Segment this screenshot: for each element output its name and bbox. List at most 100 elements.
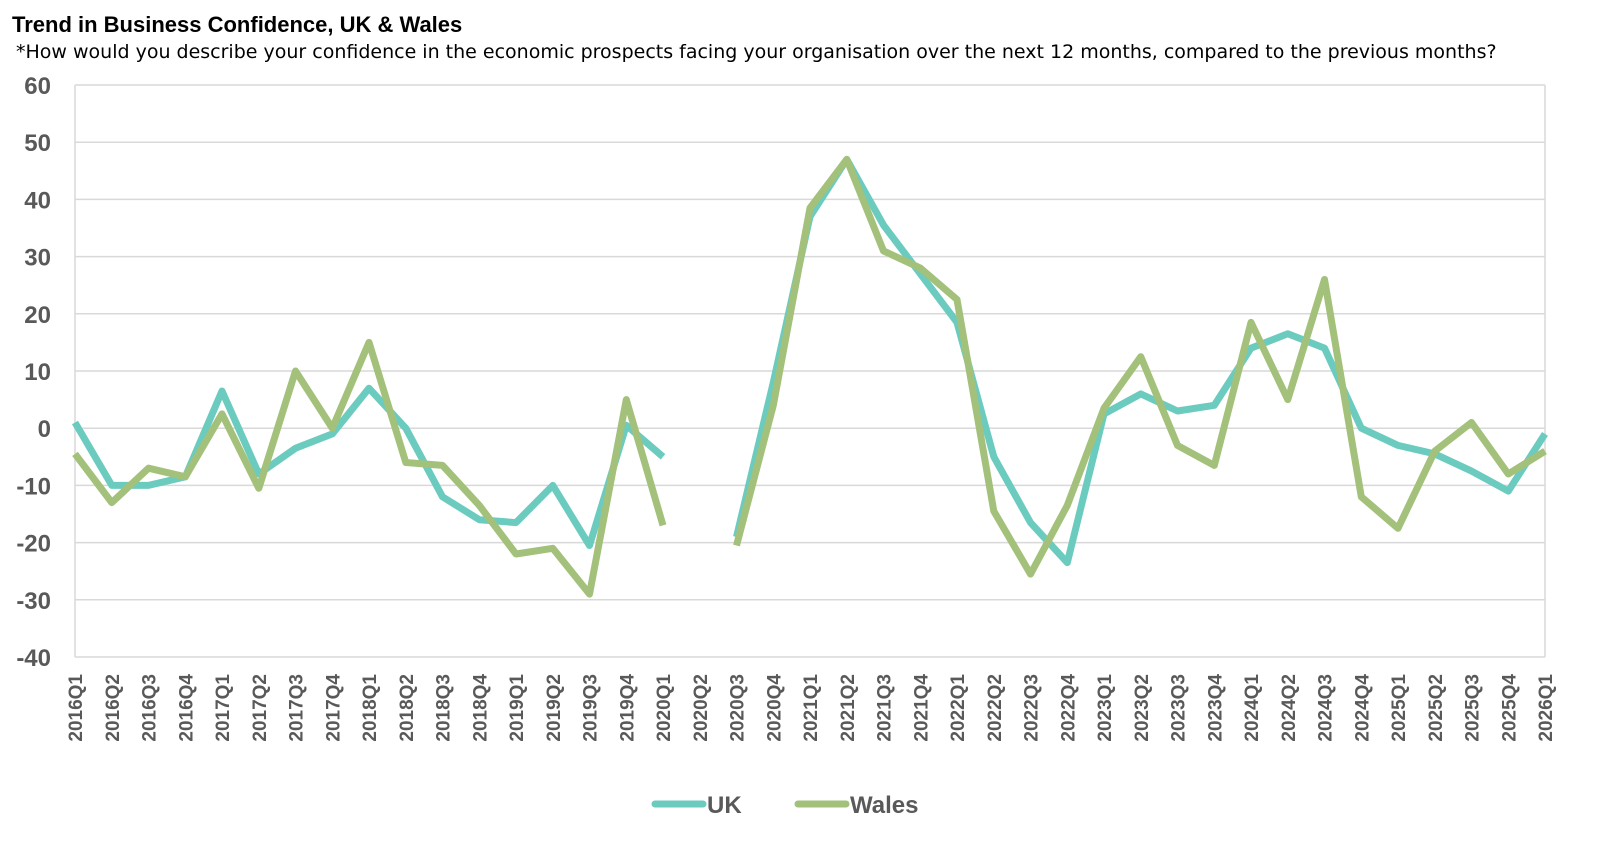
x-tick-label: 2023Q2 [1132, 674, 1153, 742]
legend-label-uk: UK [707, 792, 742, 819]
x-tick-label: 2024Q1 [1242, 674, 1263, 742]
data-point-uk [660, 454, 666, 460]
data-point-uk [403, 425, 409, 431]
y-tick-label: -10 [16, 473, 51, 500]
x-tick-label: 2023Q1 [1095, 674, 1116, 742]
data-point-uk [991, 454, 997, 460]
data-point-wales [366, 339, 372, 345]
x-tick-label: 2020Q2 [691, 674, 712, 742]
data-point-wales [1211, 462, 1217, 468]
data-point-uk [329, 431, 335, 437]
data-point-wales [72, 451, 78, 457]
x-tick-label: 2017Q3 [287, 674, 308, 742]
y-tick-label: 0 [38, 416, 51, 443]
x-tick-label: 2025Q1 [1389, 674, 1410, 742]
data-point-uk [1211, 402, 1217, 408]
data-point-wales [917, 265, 923, 271]
data-point-wales [182, 474, 188, 480]
x-tick-label: 2021Q2 [838, 674, 859, 742]
series-line-uk [71, 384, 666, 549]
data-point-wales [1432, 448, 1438, 454]
data-point-wales [1285, 397, 1291, 403]
x-tick-label: 2019Q1 [507, 674, 528, 742]
x-tick-label: 2022Q4 [1058, 674, 1079, 742]
y-tick-label: -40 [16, 645, 51, 672]
x-tick-label: 2017Q4 [323, 674, 344, 742]
legend-label-wales: Wales [850, 792, 918, 819]
data-point-wales [293, 368, 299, 374]
y-tick-label: 20 [24, 302, 51, 329]
x-tick-label: 2018Q2 [397, 674, 418, 742]
data-point-uk [550, 482, 556, 488]
data-point-wales [329, 425, 335, 431]
data-point-uk [1285, 331, 1291, 337]
data-point-wales [1469, 419, 1475, 425]
series-line-uk [733, 155, 1548, 567]
y-axis: 60 50 40 30 20 10 0 -10 -20 -30 -40 [16, 73, 51, 672]
data-point-wales [660, 522, 666, 528]
y-tick-label: 10 [24, 359, 51, 386]
x-tick-label: 2016Q3 [140, 674, 161, 742]
x-axis: 2016Q1 2016Q2 2016Q3 2016Q4 2017Q1 2017Q2 2017… [66, 674, 1557, 742]
data-point-wales [844, 156, 850, 162]
x-tick-label: 2016Q4 [176, 674, 197, 742]
x-tick-label: 2022Q1 [948, 674, 969, 742]
x-tick-label: 2025Q3 [1463, 674, 1484, 742]
data-point-uk [1138, 391, 1144, 397]
x-tick-label: 2017Q2 [250, 674, 271, 742]
x-tick-label: 2016Q1 [66, 674, 87, 742]
data-point-wales [807, 205, 813, 211]
data-point-wales [256, 485, 262, 491]
x-tick-label: 2019Q2 [544, 674, 565, 742]
y-tick-label: -20 [16, 531, 51, 558]
x-tick-label: 2021Q1 [801, 674, 822, 742]
legend: UK Wales [651, 792, 918, 819]
x-tick-label: 2021Q3 [875, 674, 896, 742]
data-point-wales [109, 500, 115, 506]
data-point-wales [403, 460, 409, 466]
data-point-uk [1469, 468, 1475, 474]
x-tick-label: 2020Q3 [728, 674, 749, 742]
data-point-uk [1175, 408, 1181, 414]
data-point-wales [550, 545, 556, 551]
x-tick-label: 2025Q2 [1426, 674, 1447, 742]
data-point-wales [1028, 571, 1034, 577]
data-point-wales [1358, 494, 1364, 500]
data-point-uk [109, 482, 115, 488]
data-point-uk [476, 517, 482, 523]
x-tick-label: 2026Q1 [1536, 674, 1557, 742]
x-tick-label: 2022Q2 [985, 674, 1006, 742]
data-point-uk [146, 482, 152, 488]
x-tick-label: 2020Q4 [764, 674, 785, 742]
x-tick-label: 2021Q4 [911, 674, 932, 742]
x-tick-label: 2022Q3 [1022, 674, 1043, 742]
y-tick-label: -30 [16, 588, 51, 615]
data-point-wales [1542, 448, 1548, 454]
y-tick-label: 40 [24, 187, 51, 214]
data-point-wales [1322, 276, 1328, 282]
y-tick-label: 30 [24, 245, 51, 272]
data-point-wales [513, 551, 519, 557]
x-tick-label: 2019Q4 [617, 674, 638, 742]
data-point-uk [1505, 488, 1511, 494]
data-point-wales [1395, 525, 1401, 531]
x-tick-label: 2018Q1 [360, 674, 381, 742]
x-tick-label: 2018Q4 [470, 674, 491, 742]
x-tick-label: 2024Q3 [1316, 674, 1337, 742]
data-point-uk [72, 419, 78, 425]
data-point-wales [587, 591, 593, 597]
data-point-wales [1175, 442, 1181, 448]
x-tick-label: 2025Q4 [1499, 674, 1520, 742]
x-tick-label: 2020Q1 [654, 674, 675, 742]
data-point-uk [1322, 345, 1328, 351]
data-point-wales [1248, 319, 1254, 325]
x-tick-label: 2017Q1 [213, 674, 234, 742]
x-tick-label: 2023Q4 [1205, 674, 1226, 742]
data-point-wales [440, 462, 446, 468]
data-point-uk [1542, 431, 1548, 437]
data-point-uk [513, 520, 519, 526]
data-point-uk [293, 445, 299, 451]
data-point-wales [954, 297, 960, 303]
data-point-wales [770, 402, 776, 408]
